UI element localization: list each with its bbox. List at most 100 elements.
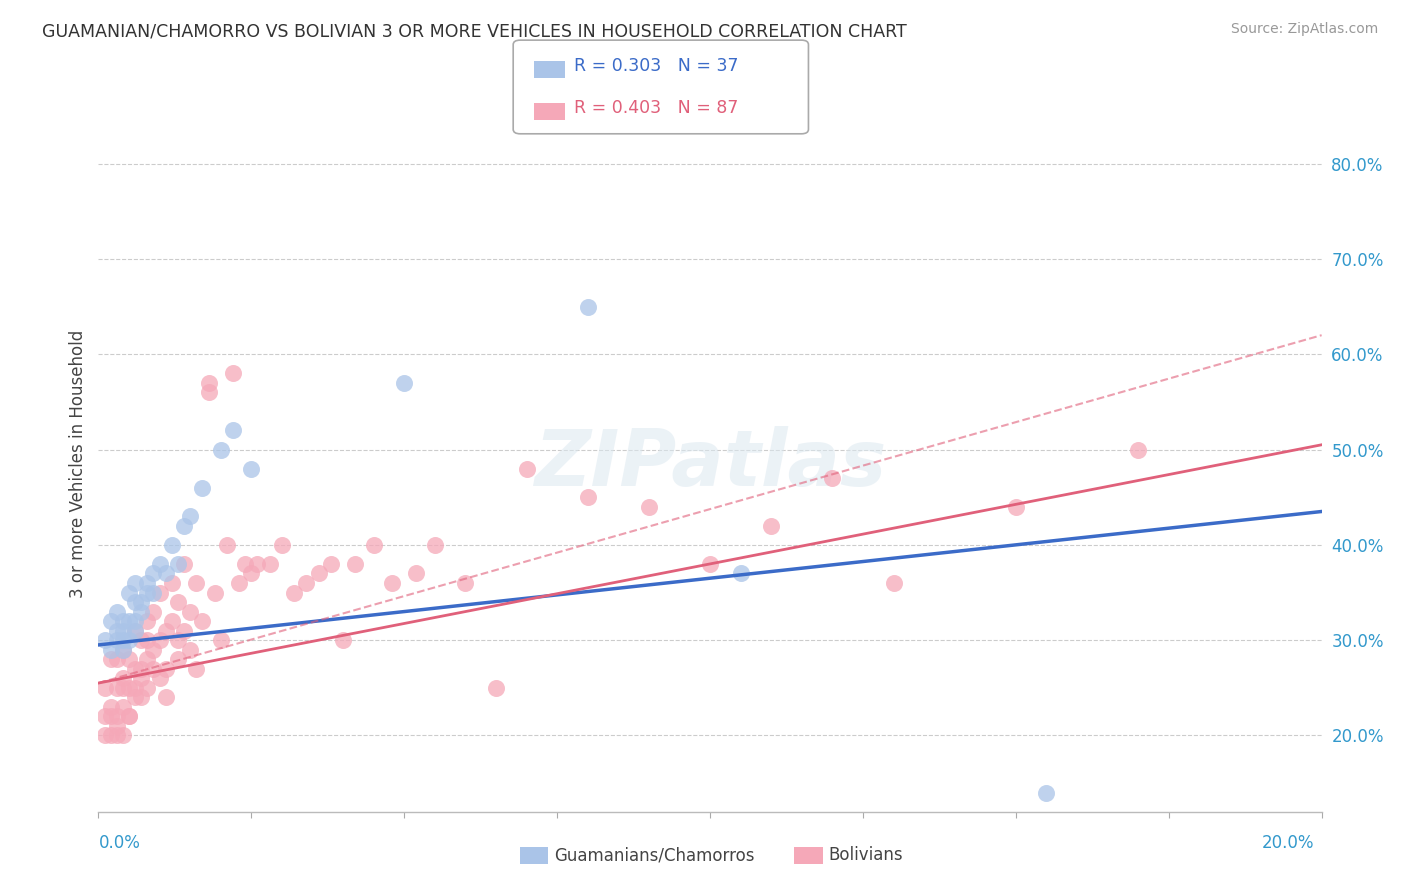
- Point: [105, 652, 128, 666]
- Point: [160, 614, 183, 628]
- Point: [105, 681, 128, 695]
- Point: [186, 576, 208, 591]
- Y-axis label: 3 or more Vehicles in Household: 3 or more Vehicles in Household: [69, 330, 87, 598]
- Point: [105, 729, 128, 743]
- Point: [124, 681, 146, 695]
- Point: [149, 671, 172, 685]
- Point: [136, 576, 159, 591]
- Point: [155, 566, 177, 581]
- Point: [209, 633, 232, 648]
- Point: [1004, 500, 1026, 514]
- Point: [155, 690, 177, 705]
- Point: [100, 614, 122, 628]
- Point: [155, 624, 177, 638]
- Point: [209, 442, 232, 457]
- Point: [485, 681, 508, 695]
- Point: [821, 471, 844, 485]
- Point: [111, 633, 134, 648]
- Point: [240, 461, 263, 475]
- Point: [124, 595, 146, 609]
- Point: [100, 699, 122, 714]
- Point: [759, 518, 782, 533]
- Point: [129, 690, 152, 705]
- Point: [124, 624, 146, 638]
- Point: [1035, 786, 1057, 800]
- Point: [149, 585, 172, 599]
- Point: [240, 566, 263, 581]
- Point: [105, 633, 128, 648]
- Text: GUAMANIAN/CHAMORRO VS BOLIVIAN 3 OR MORE VEHICLES IN HOUSEHOLD CORRELATION CHART: GUAMANIAN/CHAMORRO VS BOLIVIAN 3 OR MORE…: [42, 22, 907, 40]
- Point: [319, 557, 342, 571]
- Point: [129, 605, 152, 619]
- Point: [637, 500, 661, 514]
- Point: [93, 709, 115, 723]
- Point: [516, 461, 538, 475]
- Point: [136, 585, 159, 599]
- Point: [136, 652, 159, 666]
- Point: [160, 538, 183, 552]
- Point: [111, 642, 134, 657]
- Point: [118, 709, 141, 723]
- Point: [124, 690, 146, 705]
- Point: [124, 624, 146, 638]
- Point: [124, 662, 146, 676]
- Point: [730, 566, 752, 581]
- Point: [405, 566, 427, 581]
- Point: [423, 538, 446, 552]
- Text: Guamanians/Chamorros: Guamanians/Chamorros: [554, 847, 755, 864]
- Point: [197, 385, 219, 400]
- Point: [100, 642, 122, 657]
- Text: 0.0%: 0.0%: [98, 834, 141, 852]
- Point: [105, 624, 128, 638]
- Point: [381, 576, 404, 591]
- Point: [270, 538, 292, 552]
- Point: [295, 576, 318, 591]
- Point: [149, 633, 172, 648]
- Point: [111, 614, 134, 628]
- Point: [136, 681, 159, 695]
- Point: [197, 376, 219, 390]
- Point: [111, 624, 134, 638]
- Point: [454, 576, 477, 591]
- Point: [308, 566, 330, 581]
- Point: [142, 642, 165, 657]
- Point: [93, 681, 115, 695]
- Point: [1128, 442, 1150, 457]
- Point: [124, 614, 146, 628]
- Text: Bolivians: Bolivians: [828, 847, 903, 864]
- Point: [363, 538, 385, 552]
- Point: [883, 576, 905, 591]
- Point: [576, 300, 599, 314]
- Point: [167, 652, 190, 666]
- Point: [332, 633, 354, 648]
- Point: [186, 662, 208, 676]
- Point: [142, 605, 165, 619]
- Point: [167, 557, 190, 571]
- Point: [118, 681, 141, 695]
- Text: ZIPatlas: ZIPatlas: [534, 425, 886, 502]
- Point: [142, 566, 165, 581]
- Point: [124, 576, 146, 591]
- Point: [283, 585, 305, 599]
- Point: [105, 605, 128, 619]
- Point: [191, 481, 214, 495]
- Point: [129, 633, 152, 648]
- Point: [222, 366, 245, 380]
- Point: [222, 424, 245, 438]
- Point: [118, 652, 141, 666]
- Point: [118, 709, 141, 723]
- Point: [111, 671, 134, 685]
- Point: [93, 729, 115, 743]
- Point: [118, 585, 141, 599]
- Point: [111, 681, 134, 695]
- Point: [179, 509, 201, 524]
- Point: [142, 585, 165, 599]
- Point: [129, 662, 152, 676]
- Point: [105, 719, 128, 733]
- Point: [173, 557, 195, 571]
- Point: [111, 699, 134, 714]
- Point: [111, 642, 134, 657]
- Point: [111, 729, 134, 743]
- Point: [228, 576, 250, 591]
- Point: [129, 671, 152, 685]
